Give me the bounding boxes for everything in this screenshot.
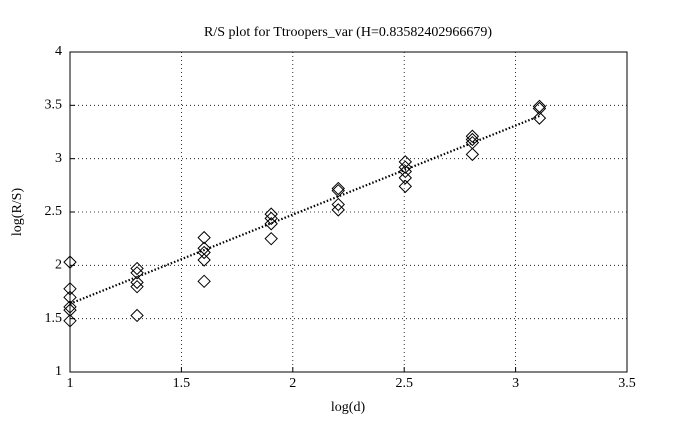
data-point xyxy=(532,101,547,116)
data-point xyxy=(398,179,413,194)
data-point xyxy=(197,253,211,267)
y-tick-label: 1.5 xyxy=(45,311,63,326)
data-point xyxy=(63,282,77,296)
data-point xyxy=(130,266,144,280)
data-point xyxy=(264,231,278,246)
data-point xyxy=(264,211,278,226)
data-point xyxy=(398,171,413,185)
x-tick-label: 2.5 xyxy=(395,376,413,391)
data-point xyxy=(63,300,77,314)
x-tick-label: 1.5 xyxy=(173,376,191,391)
data-point xyxy=(130,308,144,323)
data-point xyxy=(398,160,413,174)
data-point xyxy=(130,275,144,290)
x-tick-label: 3.5 xyxy=(618,376,636,391)
data-point xyxy=(532,111,547,125)
data-point xyxy=(331,197,345,212)
x-tick-label: 3 xyxy=(512,376,519,391)
y-axis-label: log(R/S) xyxy=(10,188,25,237)
y-tick-label: 3 xyxy=(55,151,62,166)
data-point xyxy=(197,230,211,245)
data-point xyxy=(264,207,278,221)
data-point xyxy=(465,132,480,147)
y-tick-label: 4 xyxy=(55,44,62,59)
x-axis-label: log(d) xyxy=(331,400,366,415)
y-tick-label: 3.5 xyxy=(45,98,63,113)
data-point xyxy=(331,181,345,196)
data-point xyxy=(331,183,345,198)
data-point xyxy=(63,303,77,317)
data-point xyxy=(465,147,480,162)
chart-title: R/S plot for Ttroopers_var (H=0.83582402… xyxy=(204,25,492,40)
plot-frame xyxy=(69,51,628,373)
y-tick-label: 2.5 xyxy=(45,204,63,219)
data-point xyxy=(465,129,480,143)
y-tick-label: 2 xyxy=(55,258,62,273)
data-point xyxy=(130,279,144,294)
y-tick-label: 1 xyxy=(55,364,62,379)
data-point xyxy=(398,155,413,169)
data-point xyxy=(197,274,211,289)
data-point xyxy=(331,203,345,217)
x-tick-label: 2 xyxy=(289,376,296,391)
data-point xyxy=(63,255,77,269)
data-point xyxy=(398,164,413,179)
data-point xyxy=(130,261,144,276)
fit-line xyxy=(69,114,540,305)
data-point xyxy=(63,314,77,328)
x-tick-label: 1 xyxy=(67,376,74,391)
